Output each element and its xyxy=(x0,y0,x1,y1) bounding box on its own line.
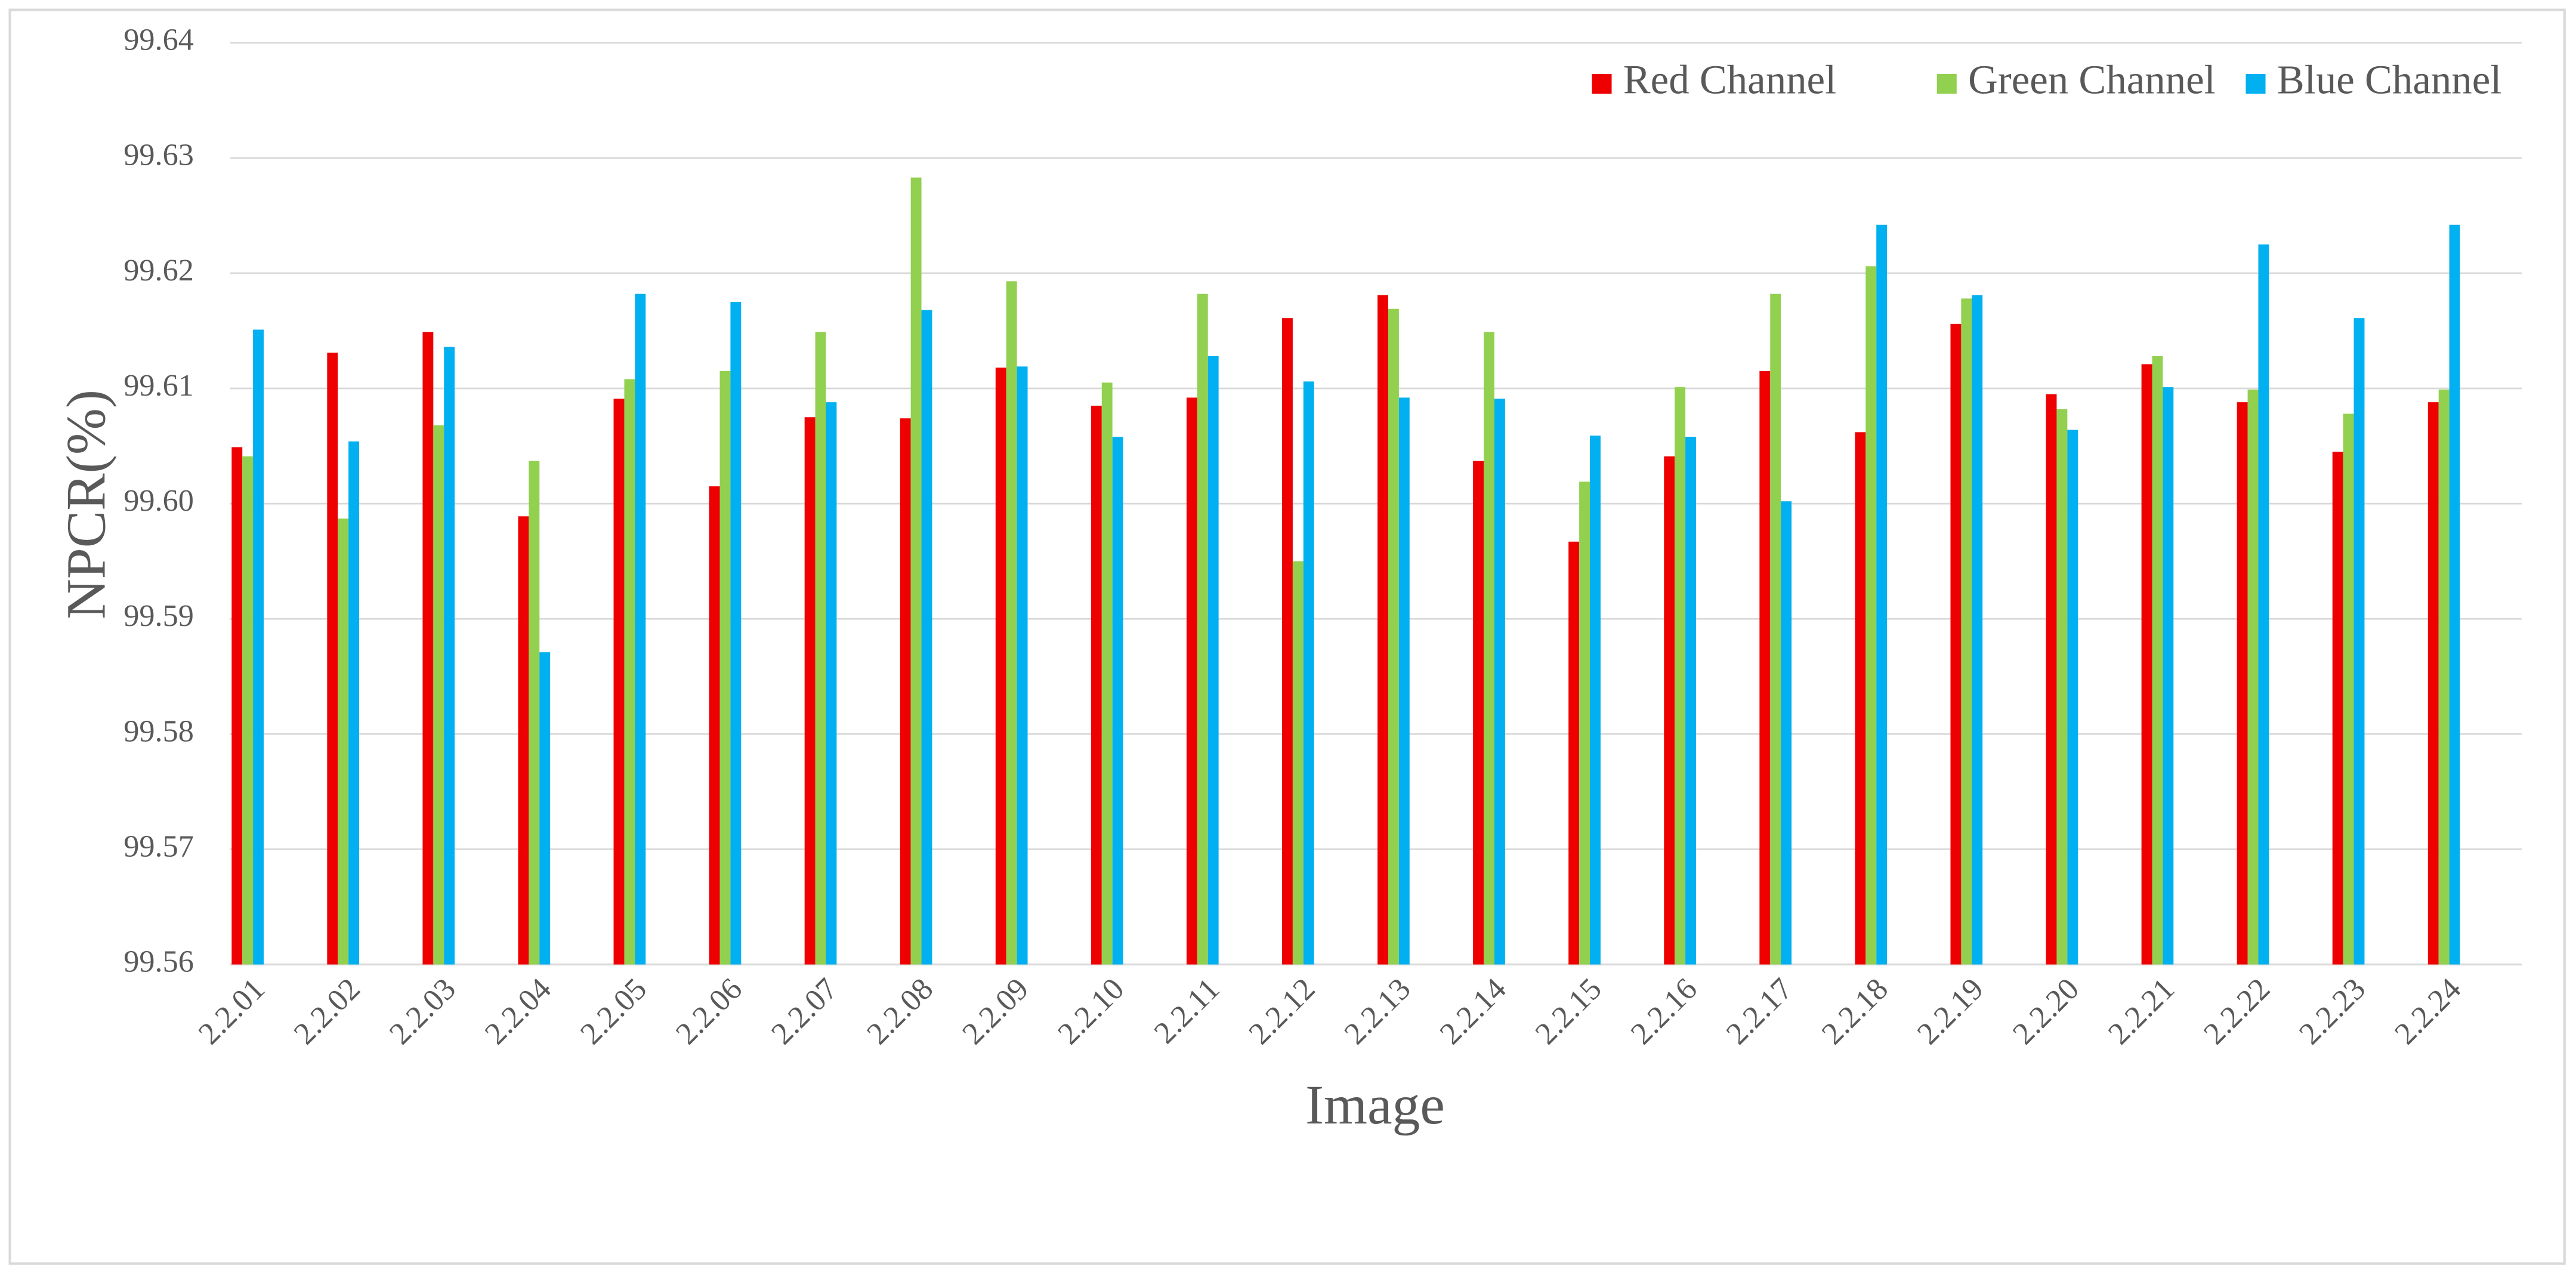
bar xyxy=(2438,389,2450,965)
bar xyxy=(2163,387,2174,965)
bar xyxy=(624,379,635,965)
x-axis-label: Image xyxy=(1305,1075,1445,1136)
bar xyxy=(804,417,816,965)
bar xyxy=(1770,294,1781,965)
y-tick-label: 99.56 xyxy=(123,944,194,979)
bar xyxy=(1675,387,1686,965)
y-tick-label: 99.64 xyxy=(123,23,194,57)
bar xyxy=(921,310,932,965)
bar xyxy=(1303,381,1314,965)
bar xyxy=(1006,281,1017,965)
legend-swatch xyxy=(2245,73,2266,94)
y-tick-label: 99.58 xyxy=(123,714,194,748)
bar xyxy=(529,461,540,965)
bar xyxy=(433,425,444,965)
bar xyxy=(1568,541,1580,965)
y-tick-label: 99.59 xyxy=(123,598,194,633)
bar xyxy=(1579,481,1590,965)
y-axis-label: NPCR(%) xyxy=(56,390,118,619)
bar xyxy=(539,652,551,965)
bar xyxy=(1388,308,1399,965)
bar xyxy=(1781,501,1792,965)
bar xyxy=(1292,561,1304,965)
bar xyxy=(2152,356,2163,965)
bar xyxy=(327,353,338,965)
bar xyxy=(1473,461,1484,965)
bar xyxy=(815,332,826,965)
bar xyxy=(1091,405,1102,965)
bar xyxy=(719,371,731,965)
bar xyxy=(1112,437,1123,965)
legend-swatch xyxy=(1936,73,1957,94)
bar xyxy=(2237,402,2248,965)
bar xyxy=(2247,389,2259,965)
bar xyxy=(1017,366,1028,965)
bar xyxy=(1377,295,1388,965)
bar xyxy=(1759,371,1771,965)
bar xyxy=(253,329,264,965)
bar xyxy=(709,486,720,965)
bar xyxy=(2332,452,2343,965)
bar xyxy=(826,402,837,965)
bar xyxy=(613,399,625,965)
bar xyxy=(1590,436,1601,965)
legend-swatch xyxy=(1592,73,1612,94)
bar xyxy=(348,441,360,965)
y-tick-label: 99.63 xyxy=(123,138,194,172)
bar xyxy=(1855,432,1866,965)
bar xyxy=(1876,224,1888,965)
bar xyxy=(2427,402,2439,965)
y-tick-label: 99.57 xyxy=(123,829,194,863)
bar xyxy=(2141,364,2152,965)
legend-label: Red Channel xyxy=(1623,57,1836,102)
bar xyxy=(1972,295,1983,965)
bar xyxy=(2343,413,2354,965)
bar xyxy=(1207,356,1219,965)
bar xyxy=(2046,394,2057,965)
bar xyxy=(1197,294,1208,965)
bar xyxy=(1961,298,1972,965)
bar xyxy=(910,177,922,965)
bar xyxy=(2449,224,2460,965)
bar xyxy=(444,347,455,965)
bar xyxy=(2353,318,2365,965)
bar xyxy=(1484,332,1494,965)
bar xyxy=(518,516,529,965)
y-tick-label: 99.62 xyxy=(123,253,194,288)
bar xyxy=(231,447,243,965)
bar xyxy=(1494,399,1505,965)
bar xyxy=(1398,397,1410,965)
bar xyxy=(338,518,349,965)
legend-label: Blue Channel xyxy=(2277,57,2502,102)
bar xyxy=(1950,323,1962,965)
bar xyxy=(1186,397,1197,965)
bar xyxy=(995,368,1006,965)
bar xyxy=(2056,409,2068,965)
bar xyxy=(730,302,742,965)
bar xyxy=(1685,437,1696,965)
bar xyxy=(422,332,434,965)
y-tick-label: 99.60 xyxy=(123,483,194,518)
bar xyxy=(242,456,254,965)
bar xyxy=(1101,382,1113,965)
bar xyxy=(2258,244,2269,965)
bar xyxy=(1282,318,1293,965)
y-tick-label: 99.61 xyxy=(123,368,194,403)
bar xyxy=(2067,430,2078,965)
bar xyxy=(1664,456,1675,965)
bar xyxy=(900,418,911,965)
bar xyxy=(635,294,646,965)
bar xyxy=(1865,266,1877,965)
legend-label: Green Channel xyxy=(1968,57,2216,102)
